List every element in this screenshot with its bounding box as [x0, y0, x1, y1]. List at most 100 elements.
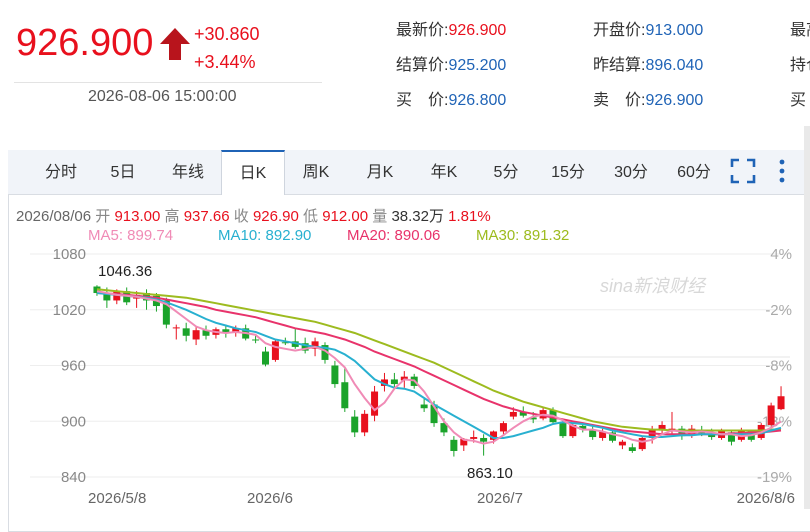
candle-body: [371, 391, 379, 416]
quote-field-label: 最新价:: [396, 22, 449, 39]
tab-日K[interactable]: 日K: [221, 150, 285, 195]
candle-body: [192, 330, 200, 340]
candle-body: [103, 293, 111, 301]
candle-body: [628, 447, 636, 451]
volume-value: 38.32万: [391, 208, 444, 225]
candle-body: [271, 341, 279, 360]
change-percent: +3.44%: [194, 52, 256, 72]
candle-body: [777, 396, 785, 410]
sina-watermark: sina新浪财经: [600, 276, 707, 296]
quote-field: 最高: [790, 16, 810, 40]
ma30-line: [96, 288, 782, 432]
tab-15分[interactable]: 15分: [551, 164, 585, 181]
candle-body: [499, 423, 507, 432]
candle-body: [579, 425, 587, 430]
candle-body: [519, 411, 527, 416]
period-tab-bar: [8, 150, 810, 195]
volume-label: 量: [372, 208, 388, 225]
y-right-tick-label: -19%: [757, 469, 792, 486]
quote-field: 最新价:926.900: [396, 16, 506, 40]
candle-body: [509, 411, 517, 417]
ma-legend-item: MA30: 891.32: [476, 227, 570, 244]
tab-分时[interactable]: 分时: [44, 164, 77, 181]
quote-field: 持仓: [790, 51, 810, 75]
tab-月K[interactable]: 月K: [366, 164, 394, 181]
x-tick-label: 2026/8/6: [737, 490, 795, 507]
y-tick-label: 900: [61, 413, 86, 430]
quote-field: 卖 价:926.900: [593, 86, 703, 110]
candle-body: [559, 423, 567, 437]
candle-body: [529, 417, 537, 420]
up-arrow-icon: [160, 28, 190, 60]
quote-field-label: 最高: [790, 22, 810, 39]
y-tick-label: 960: [61, 358, 86, 375]
ma-legend-item: MA5: 899.74: [88, 227, 174, 244]
last-price: 926.900: [16, 22, 154, 64]
open-label: 开: [95, 208, 111, 225]
candle-body: [638, 437, 646, 450]
y-tick-label: 840: [61, 469, 86, 486]
ohlc-date: 2026/08/06: [16, 208, 92, 225]
candle-body: [440, 423, 448, 433]
percent-value: 1.81%: [448, 208, 491, 225]
quote-timestamp: 2026-08-06 15:00:00: [88, 88, 237, 105]
quote-field-label: 卖 价:: [593, 92, 646, 109]
open-value: 913.00: [114, 208, 161, 225]
y-right-tick-label: -8%: [765, 358, 792, 375]
candle-body: [341, 382, 349, 409]
kline-chart[interactable]: 108010209609008404%-2%-8%-13%-19%sina新浪财…: [0, 0, 810, 509]
quote-field: 买 价:926.800: [396, 86, 506, 110]
candle-body: [202, 330, 210, 336]
quote-field-value: 926.900: [448, 22, 507, 39]
ma5-line: [96, 290, 782, 445]
quote-field-label: 买 价:: [396, 92, 449, 109]
candle-body: [470, 437, 478, 439]
tab-5日[interactable]: 5日: [110, 164, 136, 181]
candle-body: [262, 351, 269, 365]
candle-body: [380, 379, 388, 386]
candle-body: [708, 434, 716, 438]
tab-周K[interactable]: 周K: [302, 164, 330, 181]
tab-年线[interactable]: 年线: [171, 164, 204, 181]
candle-body: [569, 424, 577, 437]
candle-body: [599, 431, 607, 438]
candle-body: [321, 345, 329, 360]
ma20-line: [96, 292, 782, 436]
tab-30分[interactable]: 30分: [614, 164, 648, 181]
y-right-tick-label: 4%: [770, 246, 792, 263]
x-tick-label: 2026/6: [247, 490, 293, 507]
y-right-tick-label: -2%: [765, 302, 792, 319]
y-tick-label: 1080: [53, 246, 86, 263]
quote-field-value: 925.200: [448, 57, 507, 74]
fullscreen-icon[interactable]: [730, 158, 756, 184]
quote-field: 买: [790, 86, 806, 110]
candle-body: [420, 404, 428, 409]
tab-年K[interactable]: 年K: [430, 164, 458, 181]
max-price-label: 1046.36: [98, 263, 152, 280]
quote-field: 开盘价:913.000: [593, 16, 703, 40]
quote-field-label: 开盘价:: [593, 22, 646, 39]
low-value: 912.00: [322, 208, 369, 225]
candle-body: [609, 432, 616, 441]
x-tick-label: 2026/7: [477, 490, 523, 507]
candle-body: [658, 424, 666, 431]
candle-body: [182, 328, 190, 336]
tab-5分[interactable]: 5分: [493, 164, 519, 181]
tab-60分[interactable]: 60分: [677, 164, 711, 181]
candle-body: [252, 339, 260, 341]
candle-body: [311, 341, 319, 349]
candle-body: [361, 413, 369, 433]
candle-body: [430, 404, 438, 424]
candle-body: [172, 327, 180, 329]
quote-field-value: 926.900: [645, 92, 704, 109]
quote-field: 昨结算:896.040: [593, 51, 703, 75]
y-tick-label: 1020: [53, 302, 86, 319]
more-options-icon[interactable]: [775, 158, 789, 184]
quote-field-value: 913.000: [645, 22, 704, 39]
min-price-label: 863.10: [467, 465, 513, 482]
high-value: 937.66: [183, 208, 230, 225]
page-scrollbar[interactable]: [804, 126, 810, 509]
high-label: 高: [164, 208, 180, 225]
candle-body: [450, 439, 458, 451]
candle-body: [767, 405, 775, 425]
